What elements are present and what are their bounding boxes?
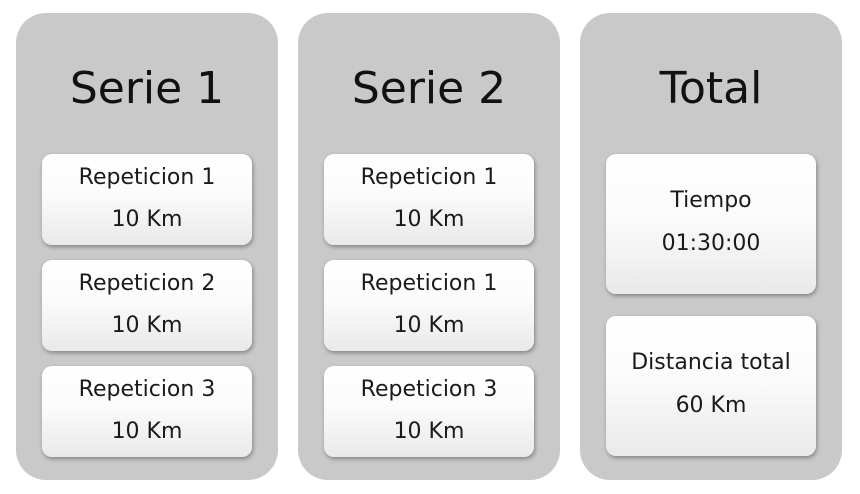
card-label: Repeticion 2	[78, 271, 216, 296]
card-value: 10 Km	[111, 207, 183, 232]
total-panel: Total Tiempo 01:30:00 Distancia total 60…	[580, 13, 842, 480]
card-value: 01:30:00	[661, 231, 761, 256]
serie-1-panel: Serie 1 Repeticion 1 10 Km Repeticion 2 …	[16, 13, 278, 480]
card-label: Repeticion 1	[78, 165, 216, 190]
serie-2-panel: Serie 2 Repeticion 1 10 Km Repeticion 1 …	[298, 13, 560, 480]
tiempo-card: Tiempo 01:30:00	[606, 154, 816, 294]
card-value: 10 Km	[393, 313, 465, 338]
card-value: 10 Km	[111, 419, 183, 444]
serie-1-repeticion-card: Repeticion 3 10 Km	[42, 366, 252, 457]
serie-2-title: Serie 2	[351, 63, 507, 114]
total-title: Total	[659, 63, 763, 114]
distancia-total-card: Distancia total 60 Km	[606, 316, 816, 456]
card-label: Repeticion 1	[360, 271, 498, 296]
card-label: Distancia total	[631, 350, 791, 375]
card-value: 10 Km	[393, 207, 465, 232]
card-label: Repeticion 3	[78, 377, 216, 402]
serie-2-repeticion-card: Repeticion 1 10 Km	[324, 260, 534, 351]
serie-1-repeticion-card: Repeticion 2 10 Km	[42, 260, 252, 351]
serie-1-repeticion-card: Repeticion 1 10 Km	[42, 154, 252, 245]
card-value: 10 Km	[111, 313, 183, 338]
card-value: 10 Km	[393, 419, 465, 444]
serie-2-repeticion-card: Repeticion 3 10 Km	[324, 366, 534, 457]
card-value: 60 Km	[675, 393, 747, 418]
card-label: Repeticion 1	[360, 165, 498, 190]
card-label: Tiempo	[670, 188, 752, 213]
card-label: Repeticion 3	[360, 377, 498, 402]
serie-2-repeticion-card: Repeticion 1 10 Km	[324, 154, 534, 245]
serie-1-title: Serie 1	[69, 63, 225, 114]
